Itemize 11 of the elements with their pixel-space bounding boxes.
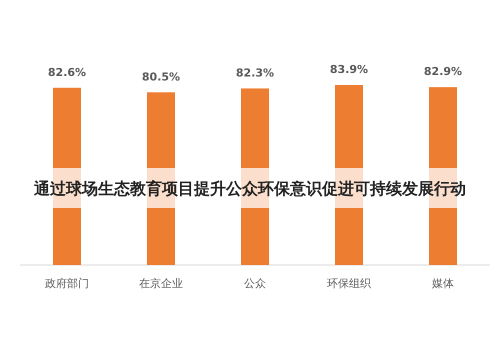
x-tick-label: 政府部门: [45, 277, 89, 290]
x-tick-label: 环保组织: [327, 277, 371, 290]
text: 通过球场生态教育项目提升公众环保意识促进可持续发展行动: [33, 179, 466, 198]
data-label: 82.6%: [48, 66, 86, 79]
x-tick-label: 媒体: [432, 277, 454, 290]
x-tick-label: 在京企业: [139, 277, 183, 290]
data-label: 80.5%: [142, 70, 180, 84]
data-label: 82.9%: [424, 65, 462, 78]
data-label: 82.3%: [236, 66, 274, 80]
x-tick-label: 公众: [244, 277, 266, 290]
data-label: 83.9%: [330, 63, 368, 76]
